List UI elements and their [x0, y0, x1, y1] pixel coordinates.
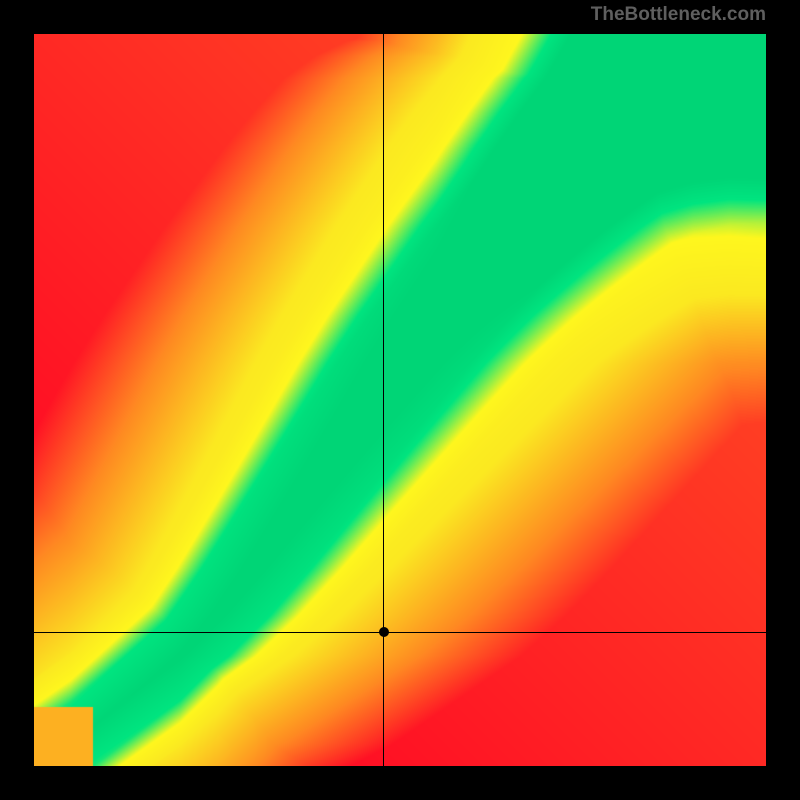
heatmap-canvas — [34, 34, 766, 766]
heatmap-chart-area — [34, 34, 766, 766]
watermark-text: TheBottleneck.com — [591, 4, 766, 26]
root-container: TheBottleneck.com — [0, 0, 800, 800]
